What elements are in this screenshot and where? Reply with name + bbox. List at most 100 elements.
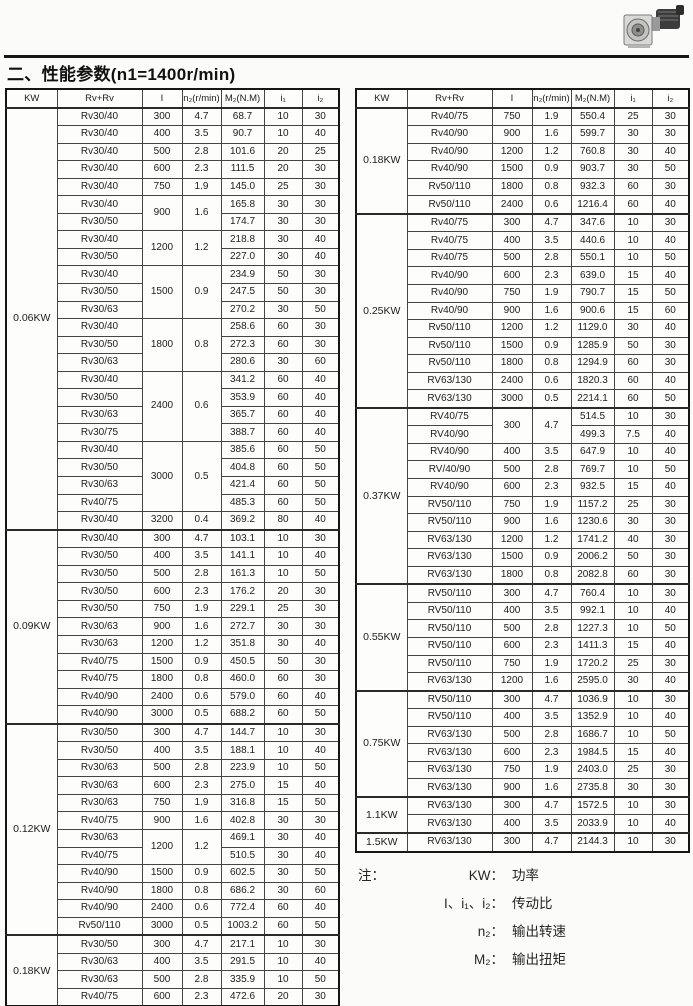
output-torque-cell: 686.2 (220, 881, 265, 901)
output-torque-cell: 145.0 (220, 177, 265, 197)
output-speed-cell: 2.3 (531, 743, 572, 762)
output-torque-cell: 365.7 (220, 405, 265, 425)
output-speed-cell: 3.5 (181, 547, 222, 566)
model-cell: Rv30/63 (56, 776, 143, 795)
i2-cell: 50 (301, 564, 340, 584)
model-cell: Rv50/110 (406, 177, 493, 197)
i1-cell: 25 (613, 654, 653, 674)
output-torque-cell: 227.0 (220, 247, 265, 267)
i2-cell: 30 (301, 283, 340, 302)
ratio-total-cell: 1800 (491, 354, 533, 373)
table-row: Rv30/40 3000 0.5 385.6 60 50 (6, 440, 340, 513)
table-row: Rv30/63 750 1.9 316.8 15 50 (6, 793, 340, 813)
i1-cell: 30 (263, 195, 303, 214)
model-cell: Rv40/90 (406, 160, 493, 179)
i1-cell: 60 (263, 670, 303, 689)
model-cell: Rv30/40 (56, 230, 143, 249)
output-torque-cell: 188.1 (220, 741, 265, 760)
i1-cell: 15 (613, 301, 653, 321)
output-torque-cell: 688.2 (220, 705, 265, 725)
output-torque-cell: 472.6 (220, 987, 265, 1006)
output-torque-cell: 1820.3 (570, 371, 615, 391)
output-torque-cell: 144.7 (220, 722, 265, 743)
model-cell: Rv40/75 (56, 987, 143, 1006)
i1-cell: 10 (263, 106, 303, 127)
output-torque-cell: 602.5 (220, 864, 265, 883)
i2-cell: 30 (301, 528, 340, 549)
output-torque-cell: 165.8 (220, 195, 265, 214)
output-torque-cell: 176.2 (220, 582, 265, 601)
ratio-total-cell: 900 (141, 195, 183, 232)
output-speed-cell: 1.9 (531, 284, 572, 303)
output-torque-cell: 2006.2 (570, 548, 615, 567)
ratio-total-cell: 500 (491, 619, 533, 638)
output-speed-cell: 0.9 (531, 336, 572, 356)
i2-cell: 40 (301, 370, 340, 390)
model-cell: RV63/130 (406, 831, 493, 853)
i2-cell: 50 (651, 284, 690, 303)
i1-cell: 30 (263, 300, 303, 320)
i2-cell: 40 (651, 442, 690, 462)
model-cell: Rv30/63 (56, 970, 143, 989)
model-cell: Rv30/40 (56, 511, 143, 531)
output-torque-cell: 769.7 (570, 460, 615, 480)
output-speed-cell: 2.3 (181, 160, 222, 179)
legend-notes: 注： KW： 功率 I、i₁、i₂： 传动比 n₂： 输出转速 M₂： 输出扭矩 (358, 864, 678, 968)
ratio-total-cell: 500 (491, 460, 533, 480)
model-cell: Rv40/90 (56, 687, 143, 707)
i2-cell: 40 (651, 266, 690, 286)
model-cell: Rv40/90 (406, 125, 493, 144)
output-torque-cell: 1411.3 (570, 636, 615, 656)
i2-cell: 30 (651, 654, 690, 674)
model-cell: RV63/130 (406, 530, 493, 550)
i2-cell: 40 (301, 687, 340, 707)
model-cell: Rv30/40 (56, 125, 143, 144)
i2-cell: 30 (651, 406, 690, 427)
table-row: Rv40/90 600 2.3 639.0 15 40 (356, 266, 690, 286)
gear-reducer-photo (623, 5, 684, 48)
i1-cell: 10 (263, 547, 303, 566)
output-speed-cell: 1.2 (181, 230, 222, 267)
model-cell: Rv30/50 (56, 247, 143, 267)
i2-cell: 30 (301, 987, 340, 1006)
i1-cell: 30 (613, 513, 653, 532)
i2-cell: 50 (301, 458, 340, 478)
ratio-total-cell: 750 (491, 654, 533, 674)
output-speed-cell: 1.2 (531, 530, 572, 550)
model-cell: Rv50/110 (56, 916, 143, 936)
model-cell: Rv30/63 (56, 476, 143, 495)
i1-cell: 10 (263, 528, 303, 549)
model-cell: Rv30/63 (56, 405, 143, 425)
i2-cell: 50 (301, 758, 340, 778)
model-cell: Rv30/63 (56, 300, 143, 320)
output-torque-cell: 772.4 (220, 899, 265, 918)
i1-cell: 10 (613, 689, 653, 710)
ratio-total-cell: 750 (141, 599, 183, 619)
model-cell: Rv30/50 (56, 564, 143, 584)
ratio-total-cell: 3000 (491, 389, 533, 409)
output-speed-cell: 4.7 (531, 831, 572, 853)
i2-cell: 50 (301, 493, 340, 513)
output-speed-cell: 4.7 (531, 212, 572, 233)
output-torque-cell: 760.4 (570, 583, 615, 603)
i2-cell: 30 (301, 811, 340, 830)
table-row: Rv40/90 900 1.6 599.7 30 30 (356, 125, 690, 144)
table-row: RV50/110 400 3.5 992.1 10 40 (356, 601, 690, 621)
ratio-total-cell: 300 (491, 831, 533, 853)
table-row: Rv40/90 2400 0.6 579.0 60 40 (6, 687, 340, 707)
note-prefix: 注： (358, 868, 385, 883)
i1-cell: 30 (263, 864, 303, 883)
i1-cell: 50 (613, 548, 653, 567)
table-row: Rv30/50 247.5 50 30 (6, 283, 340, 302)
output-torque-cell: 790.7 (570, 284, 615, 303)
table-row: 0.18KW Rv30/50 300 4.7 217.1 10 30 (5, 934, 340, 1006)
output-torque-cell: 1003.2 (220, 916, 265, 936)
output-speed-cell: 0.6 (531, 371, 572, 391)
column-header: i₁ (263, 88, 303, 109)
i2-cell: 30 (651, 689, 690, 710)
note-definition: 输出扭矩 (512, 952, 566, 967)
column-header: i₂ (651, 88, 690, 109)
output-speed-cell: 1.9 (531, 654, 572, 674)
ratio-total-cell: 400 (491, 231, 533, 250)
output-speed-cell: 0.5 (181, 705, 222, 725)
